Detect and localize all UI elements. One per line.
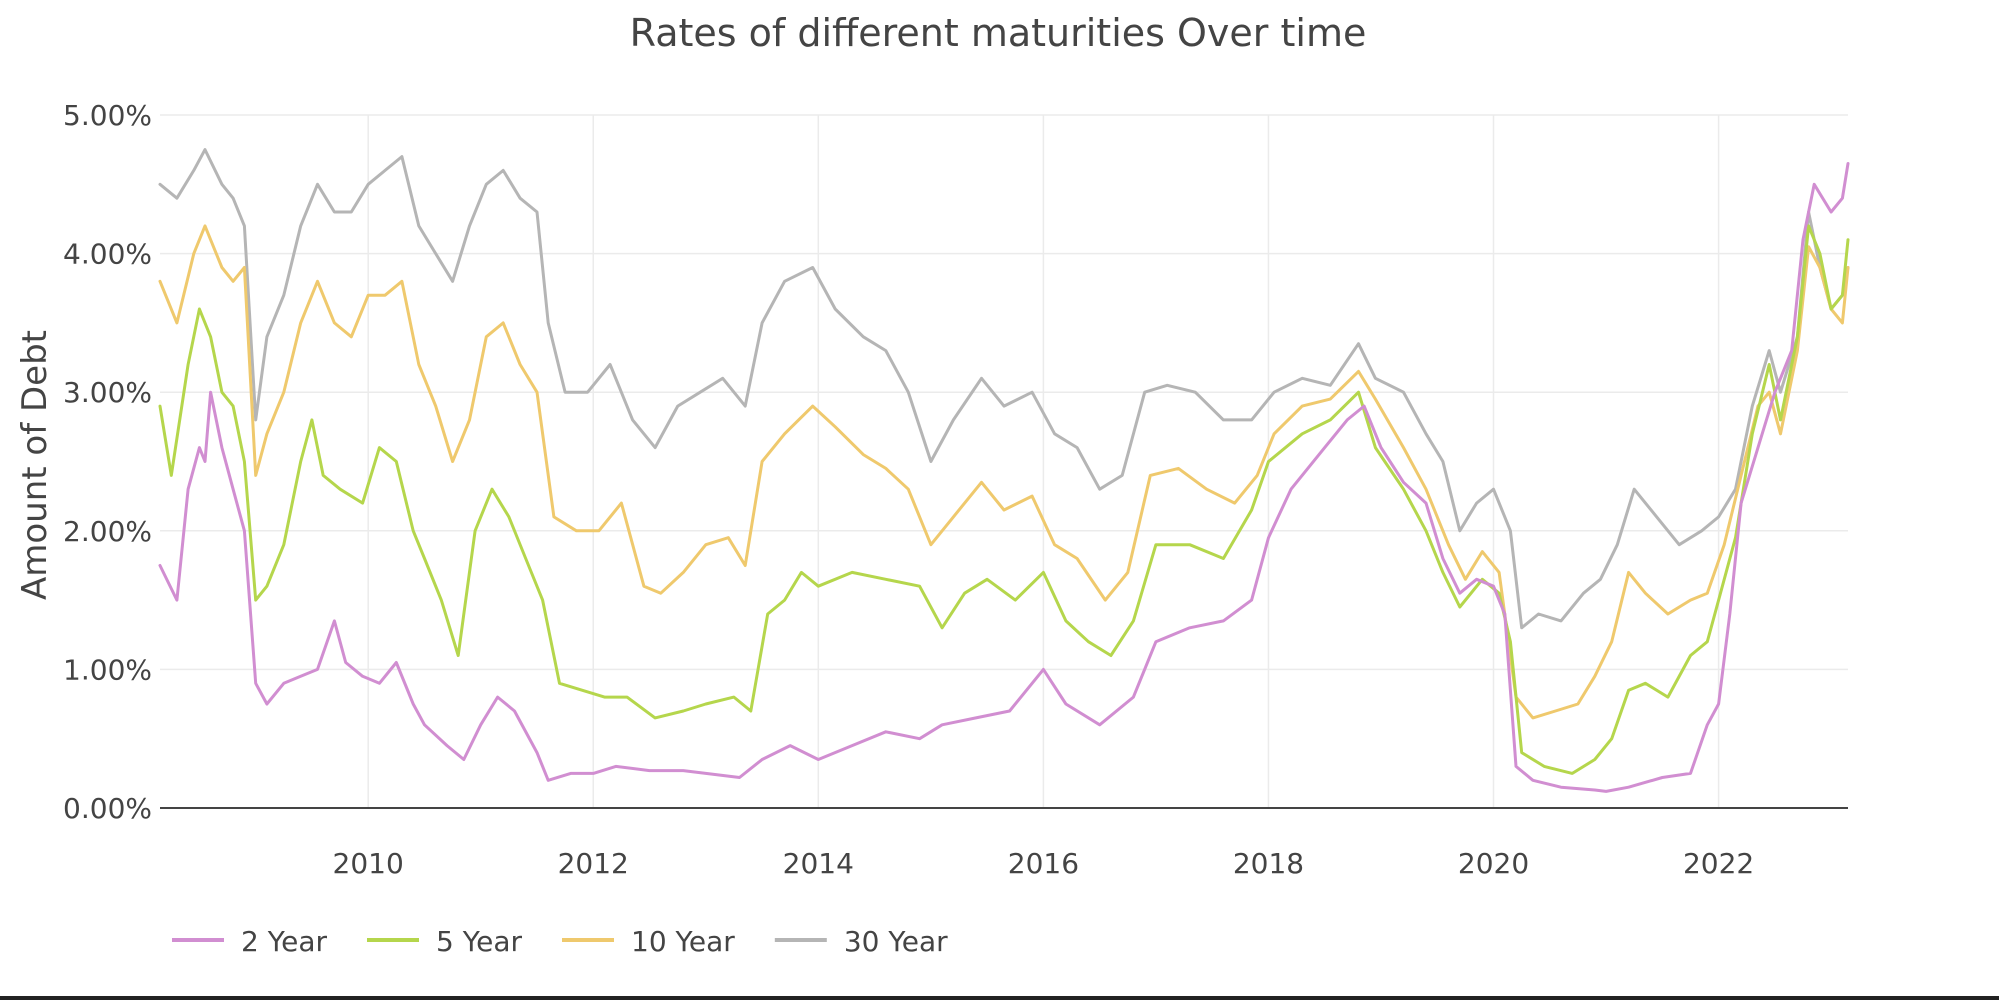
legend-label: 2 Year xyxy=(241,925,327,958)
series-line-10-year xyxy=(158,224,1850,720)
series-line-5-year xyxy=(158,224,1850,775)
legend-item-30-year[interactable]: 30 Year xyxy=(774,925,948,958)
chart-title: Rates of different maturities Over time xyxy=(630,11,1367,55)
y-tick-label: 4.00% xyxy=(63,238,152,271)
series-line-30-year xyxy=(158,148,1850,630)
axes: 0.00% 1.00% 2.00% 3.00% 4.00% 5.00% 2010 2012 20… xyxy=(63,99,1848,880)
legend-item-5-year[interactable]: 5 Year xyxy=(367,925,522,958)
y-tick-label: 5.00% xyxy=(63,99,152,132)
y-tick-label: 1.00% xyxy=(63,653,152,686)
grid xyxy=(160,114,1848,808)
x-tick-label: 2016 xyxy=(1008,847,1079,880)
x-tick-label: 2018 xyxy=(1233,847,1304,880)
legend-item-10-year[interactable]: 10 Year xyxy=(562,925,735,958)
plot-area xyxy=(158,148,1850,793)
x-tick-label: 2014 xyxy=(783,847,854,880)
y-tick-label: 2.00% xyxy=(63,515,152,548)
legend-label: 30 Year xyxy=(844,925,948,958)
legend-label: 5 Year xyxy=(436,925,522,958)
legend-label: 10 Year xyxy=(631,925,735,958)
x-tick-label: 2012 xyxy=(558,847,629,880)
x-tick-label: 2022 xyxy=(1683,847,1754,880)
y-axis-label: Amount of Debt xyxy=(15,330,55,600)
bottom-border xyxy=(0,996,1999,1000)
x-tick-label: 2020 xyxy=(1458,847,1529,880)
x-tick-label: 2010 xyxy=(333,847,404,880)
series-line-2-year xyxy=(158,162,1850,793)
y-tick-label: 3.00% xyxy=(63,376,152,409)
legend: 2 Year 5 Year 10 Year 30 Year xyxy=(172,925,948,958)
y-tick-label: 0.00% xyxy=(63,792,152,825)
legend-item-2-year[interactable]: 2 Year xyxy=(172,925,327,958)
